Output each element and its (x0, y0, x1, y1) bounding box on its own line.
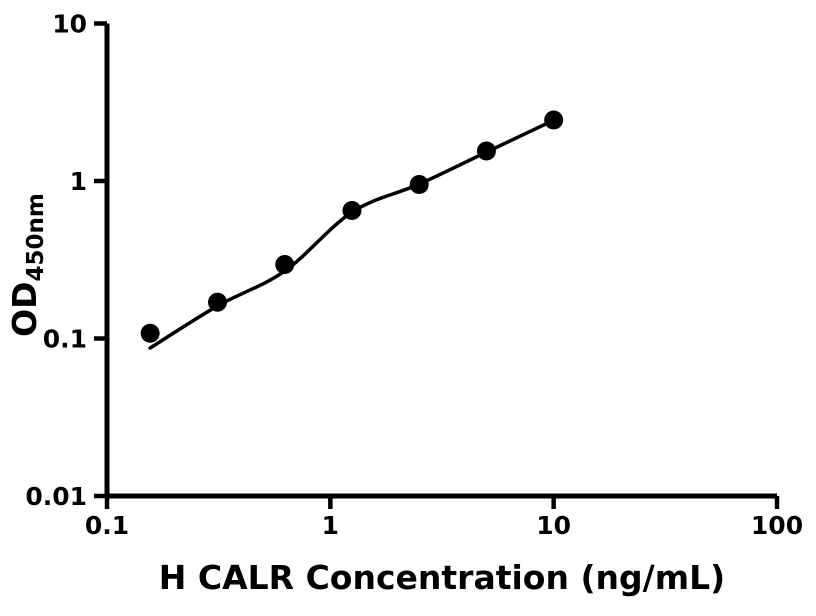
x-tick-label: 100 (751, 511, 803, 540)
y-axis-title-main: OD (5, 281, 44, 336)
y-axis-title: OD450nm (5, 193, 49, 337)
x-axis-title: H CALR Concentration (ng/mL) (159, 558, 725, 597)
x-tick-label: 10 (536, 511, 571, 540)
y-tick-label: 10 (52, 9, 87, 38)
plot-series (140, 110, 564, 350)
y-tick-label: 0.1 (43, 324, 87, 353)
axis-spine (104, 23, 777, 499)
x-tick-label: 1 (322, 511, 339, 540)
y-tick-label: 0.01 (25, 482, 87, 511)
y-tick-label: 1 (70, 167, 87, 196)
fitted-curve (148, 118, 556, 350)
x-tick-label: 0.1 (85, 511, 129, 540)
data-point (140, 323, 160, 343)
y-axis-title-subscript: 450nm (23, 193, 49, 281)
